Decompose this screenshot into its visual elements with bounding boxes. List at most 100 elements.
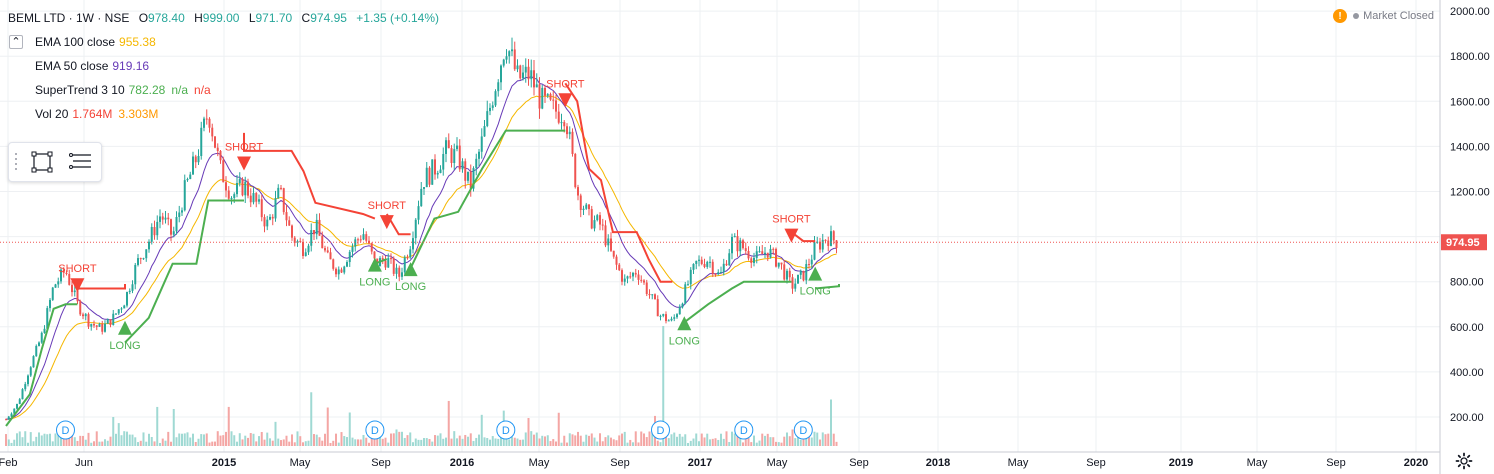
volume-bar [106,440,109,446]
signals: SHORT LONG SHORT LONG SHORT LONG SHORT LONG SHOR… [58,78,831,351]
volume-bar [736,435,739,446]
candle-body [420,188,423,207]
volume-bar [549,441,552,446]
candle-body [742,240,744,249]
candle-body [703,263,706,267]
candle-body [112,313,115,325]
volume-bar [340,432,343,446]
collapse-legend-button[interactable]: ⌃ [9,35,23,49]
volume-bar [368,442,370,446]
candle-body [365,234,368,241]
volume-bar [725,431,728,446]
volume-bar [544,436,546,446]
y-tick-label: 1600.00 [1450,96,1490,108]
symbol-title[interactable]: BEML LTD · 1W · NSE [8,11,130,25]
candle-body [744,248,747,251]
x-tick-label: 2018 [926,457,950,469]
volume-bar [236,441,238,446]
volume-bar [164,440,167,446]
candle-body [552,99,555,101]
volume-bar [805,433,808,446]
volume-bar [750,442,753,446]
candle-body [159,216,161,222]
candle-body [304,252,307,256]
volume-bar [436,435,439,446]
gear-icon[interactable] [1455,452,1473,470]
close-value: 974.95 [310,11,347,25]
list-icon[interactable] [67,149,93,175]
candle-body [780,262,783,265]
candle-body [755,251,758,258]
candle-body [156,221,159,236]
candle-body [49,299,51,309]
candle-body [326,250,329,253]
volume-bar [359,439,362,446]
short-signal-label: SHORT [546,78,585,90]
candle-body [599,215,601,225]
indicator-row[interactable]: EMA 50 close 919.16 [8,54,445,78]
volume-bar [571,434,574,446]
candle-body [524,66,527,73]
candle-body [324,248,326,251]
volume-bar [728,442,731,446]
volume-bar [566,442,568,446]
volume-bar [615,440,618,446]
candle-body [538,84,541,109]
volume-bar [128,434,131,446]
candle-body [434,159,436,175]
candle-body [315,219,318,235]
candle-body [527,66,530,80]
candle-body [698,259,700,261]
drag-grip-icon[interactable] [14,151,18,173]
dividend-marker-icon [496,420,516,440]
volume-bar [93,441,95,446]
candle-body [244,181,247,196]
rectangle-icon[interactable] [29,149,55,175]
candle-body [640,279,643,281]
volume-bar [200,434,203,446]
ema-50-line [5,76,837,420]
volume-bar [637,442,640,446]
volume-bar [390,433,392,446]
volume-bar [21,437,24,446]
volume-bar [183,433,186,446]
candle-body [293,237,296,243]
candle-body [453,149,456,163]
volume-bar [172,408,175,446]
close-label: C [301,11,311,25]
y-tick-label: 600.00 [1450,322,1484,334]
candle-body [73,290,76,293]
volume-bar [469,433,472,446]
candle-body [717,272,720,275]
volume-bar [123,431,126,446]
volume-bar [84,439,87,446]
candle-body [299,240,302,242]
volume-bar [797,432,799,446]
x-tick-label: Sep [1086,457,1106,469]
volume-bar [450,438,453,446]
candle-body [678,307,681,315]
volume-bar [667,438,670,446]
indicator-name: Vol 20 [35,107,69,121]
indicator-row[interactable]: ⌃ EMA 100 close 955.38 [8,30,445,54]
indicator-row[interactable]: Vol 20 1.764M 3.303M [8,102,445,126]
volume-bar [659,442,662,446]
volume-bar [714,438,717,446]
volume-bar [392,433,395,446]
long-signal-label: LONG [395,281,426,293]
warning-icon[interactable]: ! [1333,9,1348,23]
candle-body [464,161,467,181]
candle-body [706,261,709,267]
indicator-name: EMA 50 close [35,59,109,73]
indicator-row[interactable]: SuperTrend 3 10 782.28 n/a n/a [8,78,445,102]
volume-bar [632,442,634,446]
volume-bar [159,442,161,446]
supertrend-down-line [790,231,816,243]
volume-bar [673,432,676,446]
candle-body [390,258,392,260]
short-signal-label: SHORT [58,263,97,275]
volume-bar [401,431,403,446]
volume-bar [57,432,60,446]
candle-body [29,367,32,376]
